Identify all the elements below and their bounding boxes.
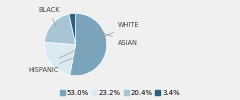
Text: HISPANIC: HISPANIC <box>28 48 97 73</box>
Text: WHITE: WHITE <box>59 22 139 58</box>
Wedge shape <box>69 13 76 45</box>
Text: ASIAN: ASIAN <box>76 21 138 46</box>
Text: BLACK: BLACK <box>38 7 59 26</box>
Wedge shape <box>70 13 107 76</box>
Wedge shape <box>44 42 76 75</box>
Wedge shape <box>44 14 76 45</box>
Legend: 53.0%, 23.2%, 20.4%, 3.4%: 53.0%, 23.2%, 20.4%, 3.4% <box>59 89 181 96</box>
